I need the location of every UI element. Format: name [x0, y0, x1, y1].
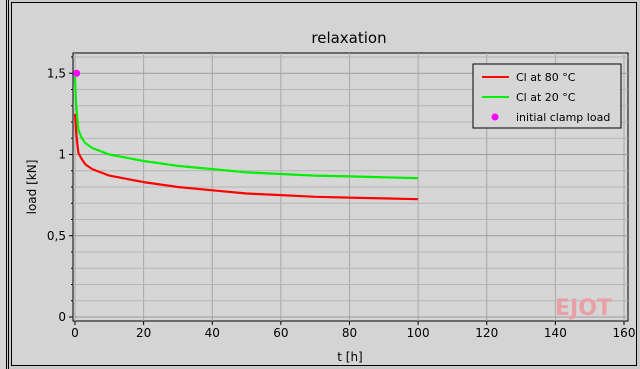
x-tick-label: 80 [342, 326, 357, 340]
chart-panel: relaxation 0 20 40 60 80 100 120 140 160 0 0,5 1 1,5… [11, 2, 637, 366]
series-group [73, 69, 419, 201]
window-edge [0, 0, 7, 369]
chart-title: relaxation [311, 29, 386, 47]
legend-marker-initial-clamp-load [491, 113, 499, 121]
x-tick-label: 140 [544, 326, 567, 340]
y-tick-label: 1,5 [47, 66, 66, 80]
x-tick-label: 60 [273, 326, 288, 340]
x-tick-label: 40 [205, 326, 220, 340]
legend-label-20c: Cl at 20 °C [516, 91, 576, 104]
series-line-20c [73, 76, 419, 180]
legend: Cl at 80 °C Cl at 20 °C initial clamp lo… [472, 63, 622, 129]
series-line-80c [73, 113, 419, 201]
y-axis-label: load [kN] [25, 160, 39, 215]
x-tick-label: 120 [475, 326, 498, 340]
grid [73, 53, 628, 321]
x-tick-label: 20 [136, 326, 151, 340]
initial-clamp-load-point [73, 69, 81, 77]
x-tick-label: 160 [613, 326, 636, 340]
x-axis-label: t [h] [337, 350, 363, 364]
legend-label-initial-clamp-load: initial clamp load [516, 111, 610, 124]
legend-label-80c: Cl at 80 °C [516, 71, 576, 84]
x-tick-label: 0 [71, 326, 79, 340]
axis-ticks: 0 20 40 60 80 100 120 140 160 0 0,5 1 1,5 [47, 56, 636, 340]
y-tick-label: 0 [58, 310, 66, 324]
ejot-watermark: EJOT [555, 296, 612, 321]
y-tick-label: 0,5 [47, 229, 66, 243]
relaxation-chart: relaxation 0 20 40 60 80 100 120 140 160 0 0,5 1 1,5… [25, 29, 636, 364]
window-divider [8, 0, 9, 369]
x-tick-label: 100 [407, 326, 430, 340]
y-tick-label: 1 [58, 148, 66, 162]
